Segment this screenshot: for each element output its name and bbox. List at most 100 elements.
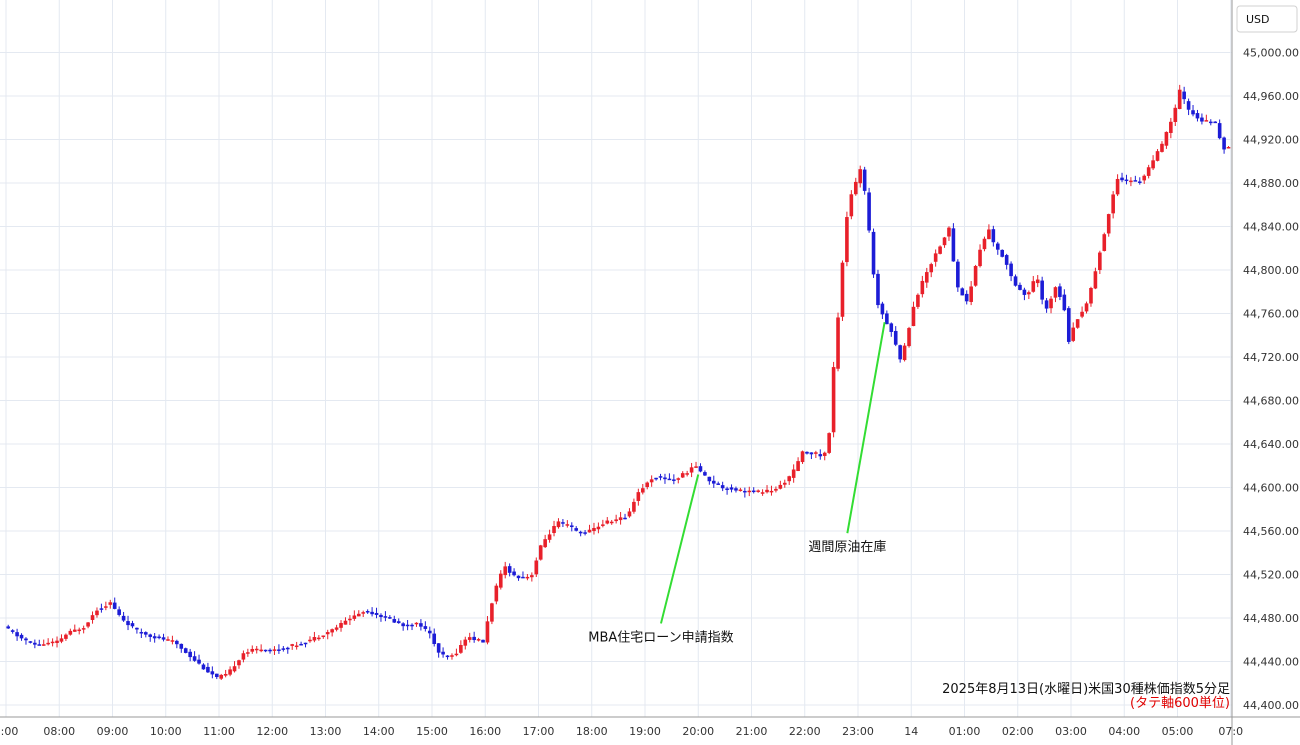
candle-up [845, 217, 849, 263]
candle-down [1062, 294, 1067, 311]
candle-up [41, 644, 46, 646]
candle-up [77, 629, 82, 632]
candle-down [729, 487, 734, 490]
candle-up [942, 237, 947, 246]
candle-up [933, 253, 938, 262]
candle-down [1133, 180, 1138, 182]
candle-up [1226, 146, 1231, 149]
candle-up [530, 575, 534, 578]
candle-up [55, 640, 59, 643]
candle-up [1151, 160, 1155, 169]
candle-up [601, 524, 605, 526]
candle-down [130, 623, 135, 627]
x-tick-label: 10:00 [150, 725, 182, 738]
candle-up [645, 482, 650, 488]
candle-down [436, 643, 441, 653]
candle-down [396, 621, 401, 624]
candle-up [223, 673, 228, 676]
candle-up [796, 461, 800, 472]
candle-down [667, 478, 672, 481]
candle-down [672, 479, 676, 481]
candle-up [356, 613, 361, 617]
candle-up [414, 622, 419, 625]
candle-down [370, 611, 374, 615]
annotation-label: MBA住宅ローン申請指数 [588, 630, 733, 645]
candle-down [401, 623, 405, 627]
candle-down [1222, 137, 1226, 150]
candle-up [503, 566, 508, 576]
candle-up [831, 367, 836, 433]
candle-up [552, 526, 556, 534]
candle-up [778, 484, 783, 489]
candle-up [352, 615, 357, 619]
candle-up [774, 488, 778, 491]
candle-down [1022, 289, 1027, 295]
candle-up [587, 529, 592, 533]
candle-down [161, 637, 166, 640]
candle-up [618, 517, 623, 521]
candle-up [290, 644, 295, 646]
candle-up [929, 264, 934, 273]
candle-up [907, 328, 911, 347]
candle-down [268, 649, 272, 652]
candle-up [1155, 151, 1160, 161]
candle-down [277, 649, 281, 651]
candle-up [321, 635, 326, 638]
candle-down [445, 655, 450, 658]
candle-down [725, 488, 729, 490]
candle-up [170, 640, 175, 642]
currency-box[interactable] [1236, 5, 1298, 33]
candle-up [982, 238, 987, 250]
candle-down [197, 659, 201, 664]
candle-up [308, 639, 312, 642]
candle-up [459, 645, 463, 653]
x-tick-label: 13:00 [310, 725, 342, 738]
x-tick-label: 20:00 [682, 725, 714, 738]
candle-down [379, 614, 383, 618]
candle-up [765, 489, 769, 493]
x-tick-label: 23:00 [842, 725, 874, 738]
candle-down [24, 638, 28, 641]
candle-up [760, 492, 765, 494]
x-tick-label: 22:00 [789, 725, 821, 738]
candle-up [534, 560, 539, 575]
candle-down [1195, 113, 1200, 119]
candle-down [898, 345, 902, 360]
candle-down [516, 575, 521, 579]
candle-up [1027, 292, 1031, 295]
candle-down [1182, 91, 1186, 100]
candle-down [871, 231, 876, 275]
candle-up [1089, 287, 1093, 304]
candle-down [374, 612, 379, 615]
candle-up [1160, 143, 1164, 152]
candle-up [920, 280, 925, 295]
candle-down [37, 644, 42, 646]
candle-down [15, 632, 19, 637]
candle-up [339, 622, 343, 628]
y-tick-label: 44,560.00 [1243, 525, 1299, 538]
candle-up [596, 526, 601, 530]
candle-up [924, 272, 929, 283]
candle-down [423, 626, 428, 629]
y-tick-label: 44,920.00 [1243, 134, 1299, 147]
x-tick-label: 09:00 [97, 725, 129, 738]
candle-down [578, 531, 583, 534]
candle-down [809, 452, 814, 455]
candle-up [978, 249, 982, 267]
candle-down [698, 466, 703, 472]
candle-up [1177, 89, 1182, 110]
candle-down [1124, 179, 1129, 182]
y-tick-label: 44,680.00 [1243, 395, 1299, 408]
candle-down [991, 229, 996, 243]
candle-up [827, 433, 831, 453]
annotations: MBA住宅ローン申請指数 週間原油在庫 [588, 322, 886, 645]
candle-up [676, 478, 681, 480]
candle-up [1173, 107, 1178, 122]
candle-down [1000, 249, 1005, 257]
candle-down [405, 624, 410, 627]
candle-up [250, 648, 255, 652]
candle-down [521, 576, 525, 579]
candle-down [19, 634, 24, 639]
candle-down [427, 630, 432, 634]
